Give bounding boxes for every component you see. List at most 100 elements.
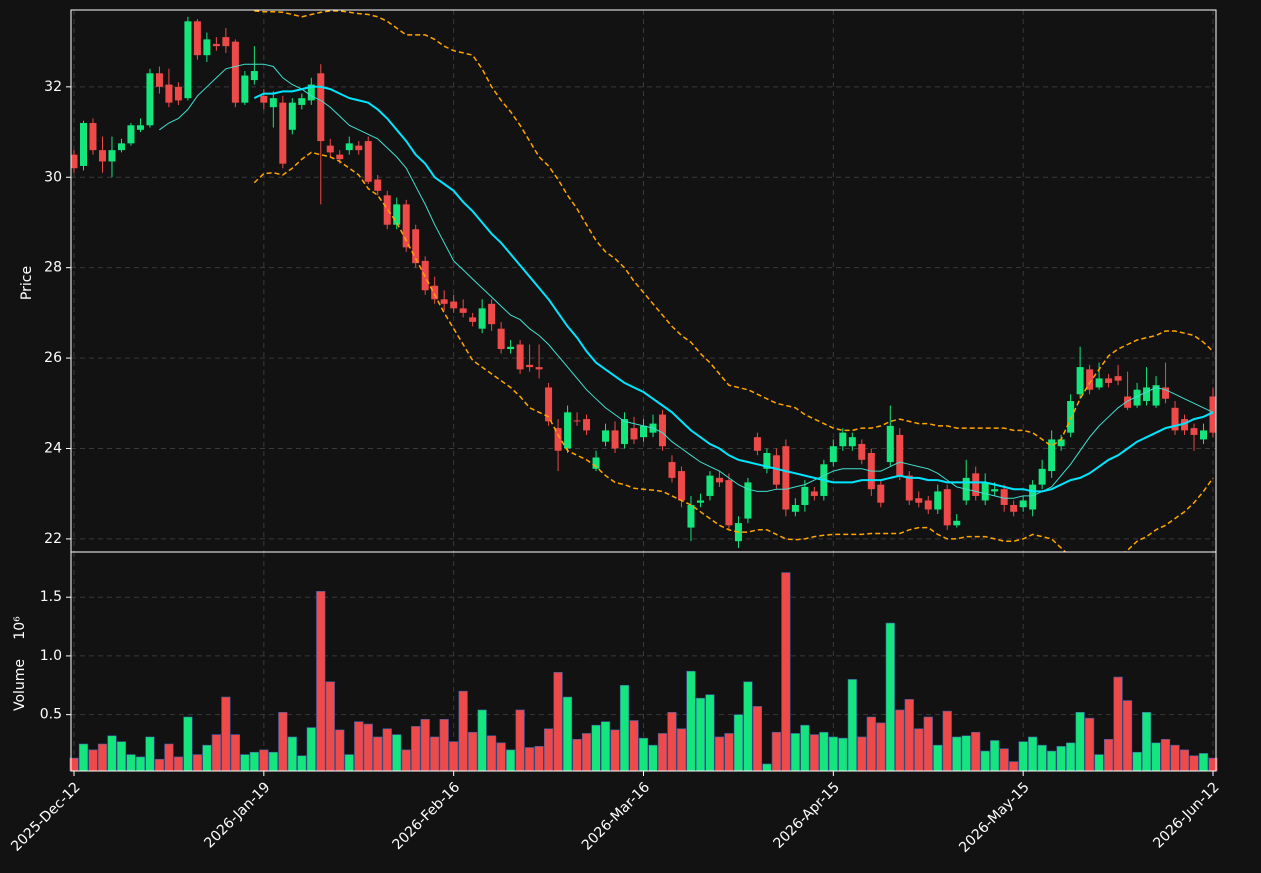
candle-body [1190, 428, 1198, 435]
volume-bar [923, 716, 933, 772]
candle-body [1181, 419, 1189, 431]
volume-bar [430, 736, 440, 772]
overlay-line [253, 151, 1214, 552]
candle-body [1076, 367, 1084, 395]
candle-body [469, 317, 477, 322]
candle-body [317, 73, 325, 142]
y-axis-title: Price [19, 266, 35, 300]
volume-bar [97, 743, 108, 772]
candle-body [839, 432, 847, 447]
candle-body [488, 303, 496, 325]
volume-bar [325, 681, 335, 772]
candle-body [658, 414, 666, 447]
candle-body [1209, 396, 1217, 433]
candle-body [1162, 387, 1170, 399]
candle-body [1152, 385, 1160, 406]
volume-bar [1113, 676, 1123, 772]
y-tick-label: 0.5 [40, 707, 62, 723]
candle-body [431, 285, 439, 300]
volume-bar [914, 728, 924, 772]
volume-bar [591, 724, 601, 772]
candle-body [136, 125, 144, 130]
candle-body [630, 428, 638, 440]
volume-bar [145, 736, 155, 772]
overlay-line [254, 10, 1214, 448]
candle-body [355, 145, 363, 151]
candle-body [1171, 407, 1179, 431]
candle-body [972, 473, 980, 496]
volume-bar [581, 733, 592, 772]
volume-bar [221, 696, 231, 772]
volume-bar [1151, 742, 1161, 772]
candle-body [772, 455, 780, 485]
volume-bar [230, 734, 240, 772]
volume-bar [676, 728, 687, 772]
volume-bar [952, 736, 962, 772]
y-tick-label: 30 [44, 169, 62, 185]
candle-body [1133, 389, 1141, 406]
candle-body [810, 491, 818, 496]
volume-bar [154, 758, 165, 772]
volume-bar [904, 699, 914, 772]
volume-bar [980, 750, 990, 772]
candle-body [791, 504, 799, 512]
candle-body [1029, 484, 1037, 510]
candle-body [545, 387, 553, 422]
candle-body [459, 308, 467, 313]
volume-bar [648, 744, 658, 772]
volume-bar [1094, 754, 1104, 772]
volume-bar [401, 749, 411, 772]
volume-bar [211, 734, 221, 772]
volume-bar [819, 731, 829, 772]
candle-body [877, 484, 885, 503]
candle-body [269, 98, 277, 108]
candle-body [1095, 378, 1103, 388]
volume-bar [847, 679, 857, 772]
candle-body [526, 364, 534, 368]
volume-bar [942, 710, 952, 772]
volume-bar [619, 684, 630, 772]
volume-bar [496, 742, 506, 772]
volume-bar [126, 754, 136, 772]
volume-bar [762, 763, 772, 772]
candle-body [1048, 439, 1056, 472]
volume-frame [70, 551, 1217, 772]
y-tick-label: 24 [44, 440, 62, 456]
volume-bar [439, 719, 449, 772]
candle-body [1057, 439, 1065, 447]
volume-bar [695, 697, 706, 772]
volume-bar [1132, 751, 1142, 772]
candle-body [725, 480, 733, 526]
volume-bar [752, 706, 762, 772]
volume-bar [240, 754, 250, 772]
candle-body [193, 21, 201, 56]
volume-bar [192, 754, 202, 772]
candle-body [782, 446, 790, 510]
volume-bar [1037, 744, 1047, 772]
candle-body [250, 71, 258, 81]
volume-bar [667, 711, 677, 772]
volume-bar [458, 690, 468, 772]
candle-body [231, 41, 239, 103]
candle-body [1114, 376, 1122, 381]
volume-bar [1122, 700, 1133, 772]
candle-body [478, 308, 486, 329]
candle-body [592, 457, 600, 469]
volume-bar [610, 729, 620, 772]
candle-body [924, 500, 932, 510]
candle-body [174, 86, 182, 101]
overlay-line [253, 85, 1214, 493]
candle-body [583, 419, 591, 431]
candle-body [829, 446, 837, 463]
candle-body [516, 344, 524, 370]
volume-bar [1198, 753, 1209, 772]
candle-body [1105, 378, 1113, 383]
candle-body [801, 486, 809, 505]
volume-bar [1085, 717, 1095, 772]
volume-bar [420, 719, 430, 772]
candle-body [1124, 396, 1132, 408]
volume-bar [971, 731, 981, 772]
candle-body [905, 475, 913, 501]
volume-bar [344, 754, 354, 772]
volume-bar [705, 694, 715, 772]
